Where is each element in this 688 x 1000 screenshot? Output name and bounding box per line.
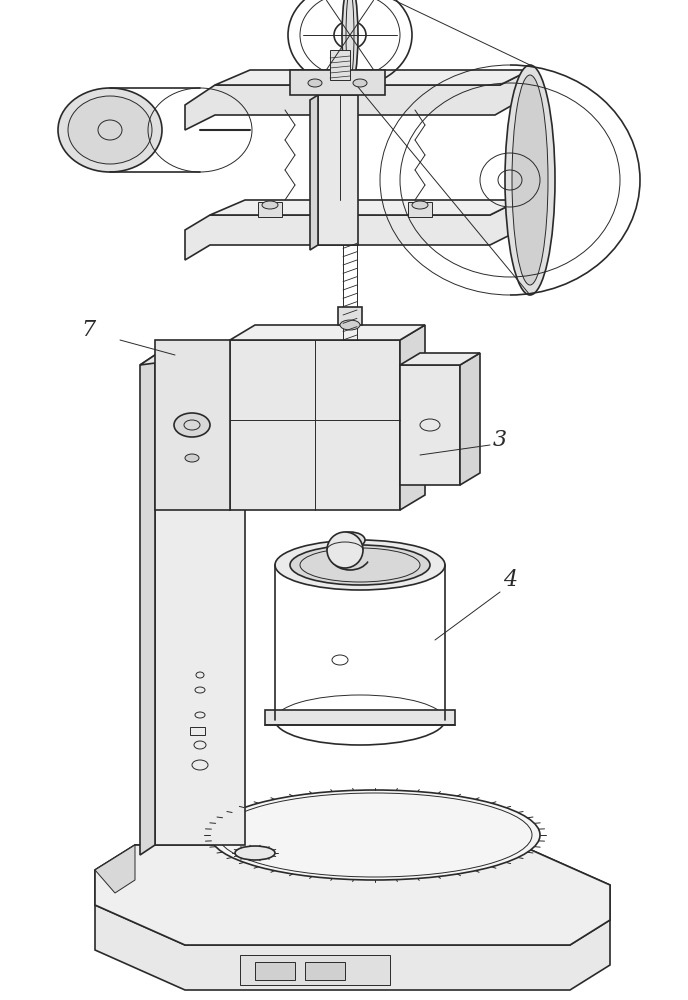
Ellipse shape xyxy=(512,75,548,285)
Polygon shape xyxy=(140,350,255,365)
Polygon shape xyxy=(95,845,135,893)
Bar xyxy=(155,340,230,510)
Ellipse shape xyxy=(327,532,363,568)
Ellipse shape xyxy=(412,201,428,209)
Bar xyxy=(343,240,357,340)
Bar xyxy=(328,202,352,217)
Polygon shape xyxy=(310,95,318,250)
Text: 4: 4 xyxy=(503,569,517,591)
Ellipse shape xyxy=(505,65,555,295)
Ellipse shape xyxy=(58,88,162,172)
Polygon shape xyxy=(240,955,390,985)
Bar xyxy=(305,962,345,980)
Ellipse shape xyxy=(68,96,152,164)
Bar xyxy=(408,202,432,217)
Polygon shape xyxy=(400,353,480,365)
Ellipse shape xyxy=(210,790,540,880)
Polygon shape xyxy=(185,70,530,130)
Ellipse shape xyxy=(174,413,210,437)
Polygon shape xyxy=(265,710,455,725)
Polygon shape xyxy=(185,200,520,260)
Ellipse shape xyxy=(235,846,275,860)
Polygon shape xyxy=(215,70,530,85)
Ellipse shape xyxy=(332,201,348,209)
Ellipse shape xyxy=(335,532,365,548)
Bar xyxy=(290,70,385,95)
Text: 7: 7 xyxy=(81,319,95,341)
Polygon shape xyxy=(140,355,155,855)
Ellipse shape xyxy=(340,320,360,330)
Polygon shape xyxy=(210,200,520,215)
Polygon shape xyxy=(95,845,610,945)
Polygon shape xyxy=(460,353,480,485)
Polygon shape xyxy=(95,845,610,945)
Bar xyxy=(330,50,350,80)
Bar xyxy=(190,727,205,735)
Polygon shape xyxy=(95,905,610,990)
Bar xyxy=(255,962,295,980)
Ellipse shape xyxy=(290,545,430,585)
Polygon shape xyxy=(230,325,425,340)
Ellipse shape xyxy=(342,0,358,87)
Bar xyxy=(338,307,362,325)
Bar xyxy=(258,202,282,217)
Ellipse shape xyxy=(185,454,199,462)
Text: 3: 3 xyxy=(493,429,507,451)
Ellipse shape xyxy=(262,201,278,209)
Ellipse shape xyxy=(275,540,445,590)
Polygon shape xyxy=(400,325,425,510)
Ellipse shape xyxy=(308,79,322,87)
Bar xyxy=(155,355,245,845)
Ellipse shape xyxy=(353,79,367,87)
Bar xyxy=(318,95,358,245)
Polygon shape xyxy=(230,340,400,510)
Bar xyxy=(400,365,460,485)
